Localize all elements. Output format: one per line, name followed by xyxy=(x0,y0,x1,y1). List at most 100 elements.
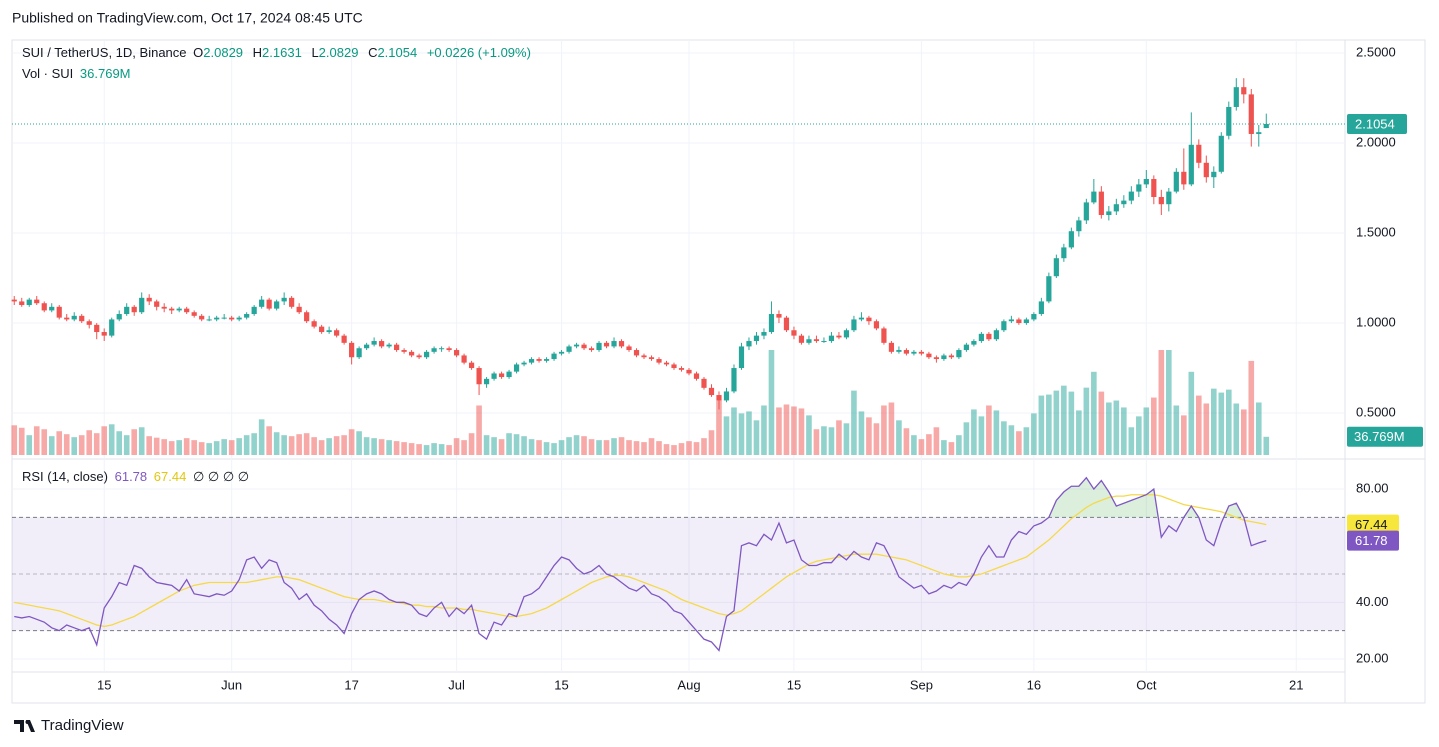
volume-bar xyxy=(1188,371,1195,455)
candle-body xyxy=(1181,171,1187,185)
candle-body xyxy=(319,326,325,333)
volume-bar xyxy=(1121,407,1127,455)
volume-bar xyxy=(1166,350,1172,455)
candle-body xyxy=(528,359,535,363)
volume-bar xyxy=(1016,431,1022,455)
candle-body xyxy=(423,351,430,358)
candle-body xyxy=(888,342,895,352)
y-tick-label: 2.5000 xyxy=(1356,44,1396,59)
volume-bar xyxy=(168,441,175,455)
volume-bar xyxy=(498,439,505,455)
volume-bar xyxy=(941,440,947,455)
legend-rsi: RSI (14, close) 61.78 67.44 ∅ ∅ ∅ ∅ xyxy=(22,469,252,485)
candle-body xyxy=(746,341,752,347)
candle-body xyxy=(798,335,805,343)
candle-body xyxy=(26,299,32,306)
candle-body xyxy=(498,373,505,378)
volume-bar xyxy=(483,435,490,455)
candle-body xyxy=(281,297,287,302)
candle-body xyxy=(1106,211,1112,216)
candle-body xyxy=(603,342,610,347)
candle-body xyxy=(716,395,722,401)
candle-body xyxy=(1136,184,1142,192)
volume-bar xyxy=(446,445,452,455)
volume-bar xyxy=(1076,410,1082,455)
volume-bar xyxy=(348,429,355,455)
volume-bar xyxy=(1113,400,1120,455)
candle-body xyxy=(663,362,670,365)
legend-main: SUI / TetherUS, 1D, Binance O2.0829 H2.1… xyxy=(22,45,534,60)
volume-bar xyxy=(596,440,602,455)
candle-body xyxy=(221,317,227,319)
volume-bar xyxy=(543,442,550,455)
candle-body xyxy=(558,351,565,354)
candle-body xyxy=(394,344,400,351)
candle-body xyxy=(483,378,490,385)
candle-body xyxy=(1128,191,1134,201)
candle-body xyxy=(866,317,872,322)
volume-bar xyxy=(806,415,812,455)
candle-body xyxy=(266,299,272,309)
volume-bar xyxy=(1053,390,1060,455)
volume-bar xyxy=(573,435,580,455)
volume-bar xyxy=(393,441,400,455)
volume-bar xyxy=(851,390,857,455)
candle-body xyxy=(1226,106,1232,136)
candle-body xyxy=(731,368,737,392)
candle-body xyxy=(956,350,962,358)
frame xyxy=(11,39,1426,704)
volume-title: Vol · SUI xyxy=(22,66,74,81)
candle-body xyxy=(311,321,317,327)
candle-body xyxy=(386,344,392,347)
volume-bar xyxy=(1038,395,1045,455)
candle-body xyxy=(978,333,984,342)
volume-bar xyxy=(1158,350,1165,455)
volume-bar xyxy=(746,411,752,455)
candle-body xyxy=(491,373,497,379)
candle-body xyxy=(379,341,385,347)
volume-bar xyxy=(153,437,160,455)
candle-body xyxy=(813,339,820,342)
candle-body xyxy=(911,351,917,354)
candle-body xyxy=(1143,178,1149,185)
volume-bar xyxy=(1091,371,1097,455)
candle-body xyxy=(1151,178,1157,197)
candle-body xyxy=(596,342,602,351)
volume-bar xyxy=(56,431,63,455)
volume-bar xyxy=(423,445,430,455)
candle-body xyxy=(648,357,655,360)
candle-body xyxy=(926,353,932,358)
candle-body xyxy=(1091,191,1097,203)
candle-body xyxy=(169,308,175,311)
volume-bar xyxy=(761,405,767,455)
volume-bar xyxy=(813,429,820,455)
x-tick-label: Jun xyxy=(221,677,242,692)
volume-bar xyxy=(798,408,805,455)
volume-bar xyxy=(558,440,565,455)
volume-bar xyxy=(738,413,745,455)
volume-bar xyxy=(453,438,460,455)
volume-bar xyxy=(101,426,108,455)
rsi-ma-badge xyxy=(1347,514,1399,535)
volume-bar xyxy=(866,417,872,455)
candle-body xyxy=(686,369,692,374)
volume-bar xyxy=(1151,397,1157,455)
volume-bar xyxy=(858,411,865,455)
candle-body xyxy=(1008,319,1014,322)
volume-bar xyxy=(1255,402,1262,455)
volume-bar xyxy=(753,420,760,455)
volume-bar xyxy=(1098,391,1105,455)
volume-bar xyxy=(213,441,220,455)
volume-bar xyxy=(1181,415,1187,455)
x-tick-label: Oct xyxy=(1136,677,1157,692)
grid xyxy=(12,40,1345,672)
candle-body xyxy=(1038,301,1044,315)
volume-bar xyxy=(663,444,670,455)
volume-bar xyxy=(438,444,445,455)
candle-body xyxy=(1046,276,1052,302)
volume-bar xyxy=(993,410,1000,455)
candle-body xyxy=(581,344,587,349)
candle-body xyxy=(1248,94,1254,134)
candle-body xyxy=(633,350,640,356)
candle-body xyxy=(116,314,122,320)
